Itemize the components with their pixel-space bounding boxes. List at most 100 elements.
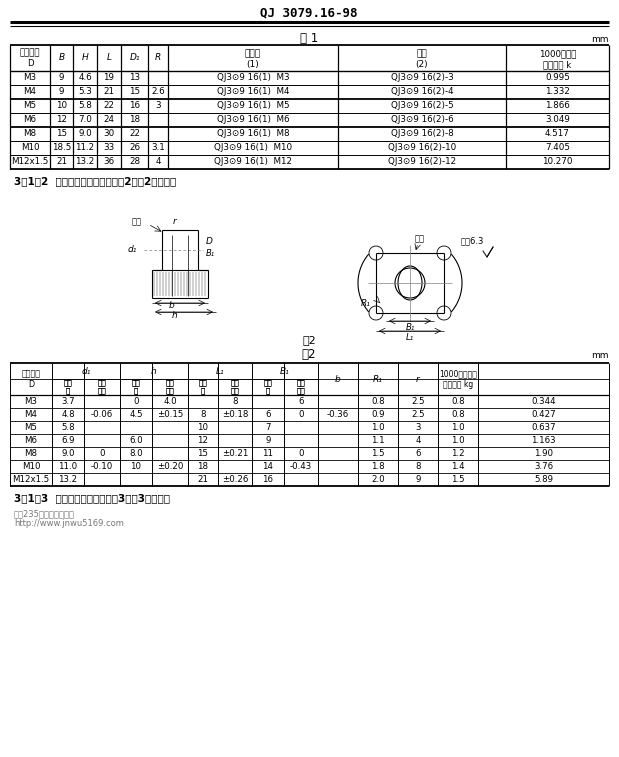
Text: 33: 33 <box>103 144 115 152</box>
Text: 1.90: 1.90 <box>534 449 553 458</box>
Text: 4.0: 4.0 <box>163 397 177 406</box>
Text: M3: M3 <box>25 397 38 406</box>
Text: 极限
偏差: 极限 偏差 <box>231 380 240 394</box>
Text: (1): (1) <box>246 61 259 70</box>
Text: QJ3⊙9 16(2)-10: QJ3⊙9 16(2)-10 <box>388 144 456 152</box>
Text: 18: 18 <box>197 462 209 471</box>
Text: 3: 3 <box>155 101 161 111</box>
Text: b: b <box>335 375 341 384</box>
Text: 图2: 图2 <box>302 335 316 345</box>
Text: 4.8: 4.8 <box>61 410 75 419</box>
Text: d₁: d₁ <box>81 366 91 375</box>
Text: 5.3: 5.3 <box>78 88 92 96</box>
Text: 6.0: 6.0 <box>129 436 143 445</box>
Text: -0.36: -0.36 <box>327 410 349 419</box>
Text: 0.8: 0.8 <box>451 397 465 406</box>
Text: R₁: R₁ <box>361 298 371 307</box>
Text: 13.2: 13.2 <box>76 157 95 167</box>
Text: 0: 0 <box>298 449 304 458</box>
Text: 基本
尺: 基本 尺 <box>264 380 272 394</box>
Text: R: R <box>155 54 161 63</box>
Text: 16: 16 <box>129 101 140 111</box>
Text: 1.163: 1.163 <box>531 436 556 445</box>
Text: 螺母体: 螺母体 <box>245 49 261 58</box>
Text: 9: 9 <box>59 73 64 83</box>
Text: 基本
尺: 基本 尺 <box>199 380 207 394</box>
Text: 1.0: 1.0 <box>451 423 465 432</box>
Text: 9.0: 9.0 <box>78 129 92 139</box>
Text: QJ3⊙9 16(1)  M4: QJ3⊙9 16(1) M4 <box>217 88 289 96</box>
Text: 9: 9 <box>266 436 271 445</box>
Text: 1.4: 1.4 <box>451 462 465 471</box>
Text: 0: 0 <box>99 449 105 458</box>
Text: ±0.21: ±0.21 <box>222 449 248 458</box>
Text: 3.76: 3.76 <box>534 462 553 471</box>
Text: 1.5: 1.5 <box>451 475 465 484</box>
Text: M5: M5 <box>25 423 38 432</box>
Text: 8: 8 <box>201 410 206 419</box>
Text: QJ3⊙9 16(2)-3: QJ3⊙9 16(2)-3 <box>391 73 453 83</box>
Text: M12x1.5: M12x1.5 <box>12 475 50 484</box>
Text: 0.8: 0.8 <box>371 397 385 406</box>
Text: mm: mm <box>591 350 608 360</box>
Text: 4: 4 <box>155 157 161 167</box>
Text: r: r <box>416 375 420 384</box>
Text: 12: 12 <box>197 436 209 445</box>
Text: M10: M10 <box>22 462 40 471</box>
Text: 13.2: 13.2 <box>58 475 77 484</box>
Text: 8.0: 8.0 <box>129 449 143 458</box>
Text: B₁: B₁ <box>280 366 290 375</box>
Text: 螺纹规格
D: 螺纹规格 D <box>22 369 40 388</box>
Text: 1.0: 1.0 <box>451 436 465 445</box>
Text: 15: 15 <box>197 449 209 458</box>
Text: M8: M8 <box>25 449 38 458</box>
Text: -0.43: -0.43 <box>290 462 312 471</box>
Text: 0.427: 0.427 <box>531 410 556 419</box>
Text: 极限
偏差: 极限 偏差 <box>166 380 175 394</box>
Text: 2.5: 2.5 <box>411 397 425 406</box>
Text: 基本
尺: 基本 尺 <box>64 380 72 394</box>
Text: 0.637: 0.637 <box>531 423 556 432</box>
Text: M5: M5 <box>24 101 37 111</box>
Text: 10: 10 <box>56 101 67 111</box>
Text: D: D <box>206 238 213 247</box>
Text: 1.866: 1.866 <box>545 101 570 111</box>
Text: 极限
偏差: 极限 偏差 <box>166 380 175 394</box>
Text: 8: 8 <box>232 397 238 406</box>
Text: 2.6: 2.6 <box>151 88 165 96</box>
Text: 18: 18 <box>129 116 140 124</box>
Text: QJ3⊙9 16(1)  M10: QJ3⊙9 16(1) M10 <box>214 144 292 152</box>
Text: 28: 28 <box>129 157 140 167</box>
Text: 基本
尺: 基本 尺 <box>64 380 72 394</box>
Text: 30: 30 <box>103 129 115 139</box>
Text: 2.5: 2.5 <box>411 410 425 419</box>
Text: 11.2: 11.2 <box>76 144 95 152</box>
Text: 5.89: 5.89 <box>534 475 553 484</box>
Text: L₁: L₁ <box>406 334 414 342</box>
Text: 9.0: 9.0 <box>61 449 75 458</box>
Text: 6: 6 <box>415 449 421 458</box>
Text: 1000件螺母体
理论质量 kg: 1000件螺母体 理论质量 kg <box>439 369 477 388</box>
Text: D₁: D₁ <box>129 54 140 63</box>
Text: 表2: 表2 <box>301 348 316 362</box>
Text: B₁: B₁ <box>405 323 415 332</box>
Text: M3: M3 <box>24 73 37 83</box>
Text: 螺纹规格
D: 螺纹规格 D <box>20 48 40 67</box>
Text: QJ3⊙9 16(2)-4: QJ3⊙9 16(2)-4 <box>391 88 453 96</box>
Text: 周边: 周边 <box>415 235 425 244</box>
Text: 22: 22 <box>103 101 115 111</box>
Text: 15: 15 <box>129 88 140 96</box>
Text: 基本
尺: 基本 尺 <box>132 380 141 394</box>
Text: 6: 6 <box>266 410 271 419</box>
Text: 21: 21 <box>56 157 67 167</box>
Text: QJ3⊙9 16(1)  M6: QJ3⊙9 16(1) M6 <box>217 116 289 124</box>
Text: ±0.20: ±0.20 <box>157 462 183 471</box>
Text: 18.5: 18.5 <box>52 144 71 152</box>
Text: (2): (2) <box>416 61 428 70</box>
Text: 表 1: 表 1 <box>300 33 318 45</box>
Text: QJ3⊙9 16(2)-12: QJ3⊙9 16(2)-12 <box>388 157 456 167</box>
Text: h: h <box>151 366 157 375</box>
Text: 22: 22 <box>129 129 140 139</box>
Text: 3.1: 3.1 <box>151 144 165 152</box>
Text: 基本
尺: 基本 尺 <box>199 380 207 394</box>
